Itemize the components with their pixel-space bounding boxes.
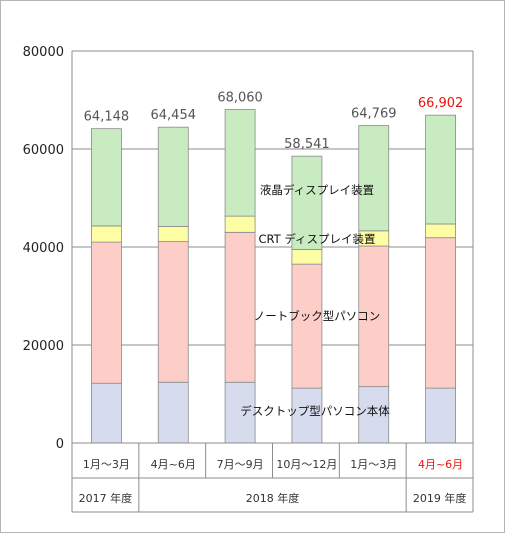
total-label: 64,454	[151, 108, 197, 123]
grid-layer	[72, 50, 473, 444]
y-tick-label: 60000	[23, 143, 64, 158]
year-group-label: 2018 年度	[246, 491, 300, 505]
bar-segment-4-col-4	[291, 155, 323, 250]
bar-segment-2-col-3	[224, 231, 256, 383]
total-label: 66,902	[418, 96, 464, 111]
bar-segment-3-col-2	[157, 226, 189, 243]
y-tick-label: 20000	[23, 339, 64, 354]
bar-segment-3-col-3	[224, 215, 256, 233]
bar-segment-4-col-3	[224, 109, 256, 217]
bar-segment-4-col-2	[157, 126, 189, 227]
bar-segment-1-col-2	[157, 381, 189, 444]
bar-segment-4-col-6	[425, 114, 456, 225]
bar-segment-1-col-1	[91, 382, 122, 444]
bar-segment-3-col-1	[91, 225, 122, 243]
bar-segment-4-col-1	[91, 128, 122, 227]
category-label: 7月～9月	[217, 458, 264, 471]
category-label: 4月~6月	[418, 458, 463, 471]
total-label: 64,769	[351, 107, 397, 122]
bar-segment-2-col-6	[425, 237, 456, 389]
y-tick-label: 80000	[23, 45, 64, 60]
bar-segment-1-col-6	[425, 387, 456, 444]
bar-segment-3-col-6	[425, 223, 456, 239]
category-label: 4月~6月	[151, 458, 196, 471]
bar-segment-4-col-5	[358, 125, 390, 232]
category-label: 10月～12月	[276, 458, 337, 471]
bar-segment-2-col-4	[291, 263, 323, 389]
year-group-label: 2017 年度	[79, 491, 133, 505]
bar-segment-2-col-1	[91, 241, 122, 384]
labels-layer: 64,148 64,454 68,060 58,541 64,769 66,902 デスクト…	[84, 91, 464, 418]
y-tick-label: 0	[56, 437, 64, 452]
series-annotation: CRT ディスプレイ装置	[258, 232, 375, 246]
total-label: 68,060	[217, 91, 263, 106]
series-annotation: 液晶ディスプレイ装置	[260, 183, 374, 197]
bar-segment-3-col-4	[291, 249, 323, 265]
y-tick-label: 40000	[23, 241, 64, 256]
bars-layer	[91, 109, 456, 444]
category-label: 1月～3月	[83, 458, 130, 471]
series-annotation: デスクトップ型パソコン本体	[240, 404, 390, 418]
total-label: 58,541	[284, 137, 330, 152]
year-group-label: 2019 年度	[413, 491, 467, 505]
series-annotation: ノートブック型パソコン	[254, 309, 381, 323]
bar-segment-2-col-2	[157, 241, 189, 383]
axis-layer: 0 20000 40000 60000 80000 1月～3月 4月~6月 7月～9月 10月～…	[23, 45, 474, 513]
total-label: 64,148	[84, 110, 130, 125]
category-label: 1月～3月	[350, 458, 397, 471]
